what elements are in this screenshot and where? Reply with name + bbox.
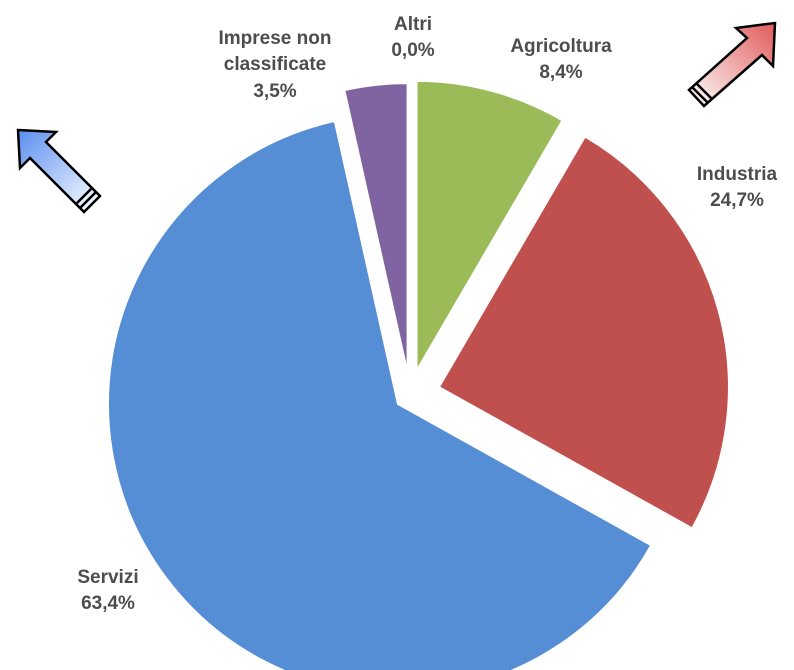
label-imprese-name: Imprese non (219, 28, 332, 49)
label-agricoltura-value: 8,4% (539, 62, 582, 83)
label-servizi-name: Servizi (77, 567, 138, 588)
arrow-up-left-icon (16, 128, 102, 214)
pie-slice-servizi (106, 119, 653, 670)
label-industria-name: Industria (697, 164, 778, 185)
label-industria-value: 24,7% (710, 190, 764, 211)
label-imprese-value: 3,5% (253, 81, 296, 102)
label-servizi-value: 63,4% (81, 593, 135, 614)
pie-slice-agricoltura (415, 79, 564, 375)
label-altri-value: 0,0% (391, 40, 434, 61)
label-imprese-name-line2: classificate (224, 54, 326, 75)
pie-slices (106, 79, 730, 670)
pie-slice-industria (437, 135, 730, 530)
label-agricoltura-name: Agricoltura (510, 36, 612, 57)
label-altri-name: Altri (394, 14, 432, 35)
arrow-up-right-icon (687, 21, 777, 108)
pie-slice-imprese-non-classificate (343, 82, 409, 374)
